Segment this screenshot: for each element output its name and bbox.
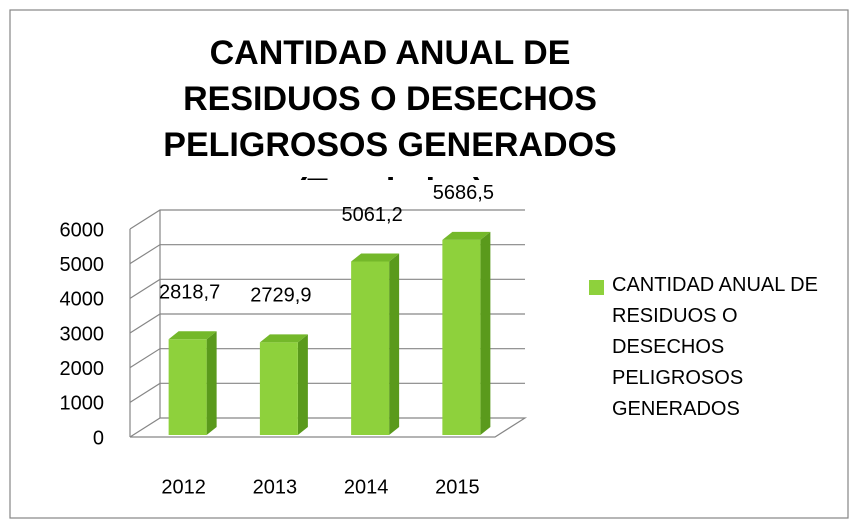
bar-side (206, 331, 217, 435)
y-tick-label: 0 (93, 427, 104, 449)
legend-label: CANTIDAD ANUAL DE RESIDUOS O DESECHOS PE… (612, 274, 818, 420)
data-label: 2818,7 (159, 282, 220, 304)
bar-front (442, 239, 481, 435)
bar-top (259, 334, 308, 343)
x-tick-label: 2014 (344, 476, 389, 498)
grid-line (129, 417, 528, 438)
bar-side (389, 253, 400, 435)
bar-top (351, 253, 400, 262)
bar-top (168, 331, 217, 340)
bar (168, 331, 217, 435)
chart-border (9, 9, 849, 519)
data-label: 5061,2 (342, 204, 403, 226)
bar-side (297, 334, 308, 435)
bar-front (259, 342, 298, 435)
title-container: CANTIDAD ANUAL DE RESIDUOS O DESECHOS PE… (163, 34, 617, 180)
y-tick-label: 1000 (60, 393, 105, 415)
x-tick-label: 2015 (435, 476, 480, 498)
x-tick-label: 2012 (161, 476, 206, 498)
bar (442, 231, 491, 435)
bar-front (168, 339, 207, 435)
legend-container: CANTIDAD ANUAL DE RESIDUOS O DESECHOS PE… (612, 274, 818, 420)
data-label: 2729,9 (250, 285, 311, 307)
x-tick-label: 2013 (253, 476, 298, 498)
bar-front (351, 261, 390, 435)
y-tick-label: 3000 (60, 323, 105, 345)
y-tick-label: 2000 (60, 358, 105, 380)
y-tick-label: 4000 (60, 289, 105, 311)
legend-swatch (589, 280, 604, 295)
bar-side (480, 231, 491, 435)
bar (259, 334, 308, 435)
y-tick-label: 5000 (60, 254, 105, 276)
y-tick-label: 6000 (60, 219, 105, 241)
data-label: 5686,5 (433, 182, 494, 204)
bar-top (442, 231, 491, 240)
bar (351, 253, 400, 435)
chart-title: CANTIDAD ANUAL DE RESIDUOS O DESECHOS PE… (163, 34, 617, 180)
